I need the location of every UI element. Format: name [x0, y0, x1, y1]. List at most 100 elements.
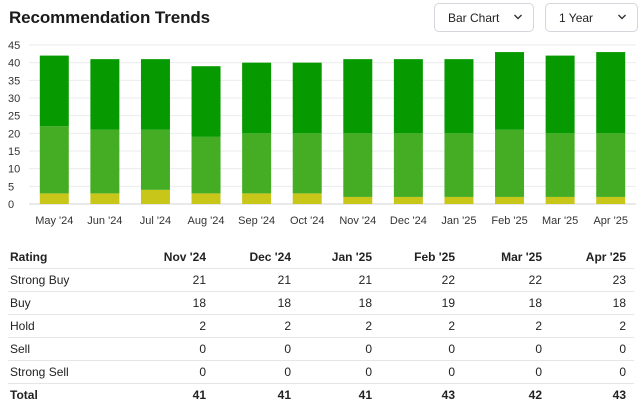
bar-segment-hold [393, 196, 423, 204]
row-label: Hold [10, 319, 35, 333]
header: Recommendation Trends Bar Chart 1 Year [0, 0, 640, 38]
table-cell: 0 [535, 365, 542, 379]
table-row: Buy 18 18 18 19 18 18 [8, 292, 634, 315]
bar-segment-hold [343, 196, 373, 204]
bar-segment-buy [343, 133, 373, 197]
page-title: Recommendation Trends [9, 8, 210, 27]
bar-segment-hold [191, 193, 221, 204]
row-label: Total [10, 388, 38, 402]
bar-segment-hold [444, 196, 474, 204]
column-header: Dec '24 [249, 250, 291, 264]
bar-segment-hold [242, 193, 272, 204]
x-tick-label: Mar '25 [542, 215, 578, 227]
table-cell: 18 [358, 296, 372, 310]
bar-segment-hold [292, 193, 322, 204]
chart-type-dropdown[interactable]: Bar Chart [434, 3, 534, 32]
table-cell: 23 [612, 273, 626, 287]
x-tick-label: Apr '25 [593, 215, 628, 227]
table-cell: 0 [448, 342, 455, 356]
table-cell: 41 [192, 388, 206, 402]
table-cell: 0 [365, 365, 372, 379]
y-tick-label: 25 [8, 111, 20, 123]
y-tick-label: 30 [8, 93, 20, 105]
recommendation-bar-chart: 0 5 10 15 20 25 30 35 40 45 May '24 Jun '24 Jul '24 A… [8, 40, 636, 227]
bar-segment-hold [140, 189, 170, 204]
y-tick-label: 40 [8, 58, 20, 70]
x-tick-label: Aug '24 [188, 215, 225, 227]
table-cell: 43 [441, 388, 455, 402]
bar-segment-strong-buy [545, 55, 575, 134]
row-label: Sell [10, 342, 31, 356]
bar-segment-strong-buy [596, 52, 626, 134]
table-row: Sell 0 0 0 0 0 0 [8, 338, 634, 361]
bar-segment-strong-buy [495, 52, 525, 130]
bar-segment-buy [39, 126, 69, 194]
recommendation-table: Rating Nov '24 Dec '24 Jan '25 Feb '25 M… [8, 246, 634, 407]
bar-segment-strong-buy [90, 59, 120, 130]
table-cell: 0 [619, 365, 626, 379]
bar-segment-buy [292, 133, 322, 194]
table-cell: 22 [441, 273, 455, 287]
bar-segment-hold [495, 196, 525, 204]
row-label: Buy [10, 296, 31, 310]
column-header: Feb '25 [414, 250, 455, 264]
bar-segment-strong-buy [242, 62, 272, 134]
x-tick-label: Jul '24 [140, 215, 171, 227]
y-tick-label: 45 [8, 40, 20, 52]
x-tick-label: Jun '24 [87, 215, 122, 227]
chevron-down-icon [618, 14, 626, 20]
table-cell: 21 [277, 273, 291, 287]
bar-segment-strong-buy [292, 62, 322, 134]
table-cell: 0 [535, 342, 542, 356]
x-tick-label: Sep '24 [238, 215, 275, 227]
y-tick-label: 5 [8, 181, 14, 193]
table-cell: 18 [612, 296, 626, 310]
x-tick-label: Jan '25 [441, 215, 476, 227]
column-header: Nov '24 [163, 250, 206, 264]
column-header: Mar '25 [501, 250, 542, 264]
table-cell: 18 [192, 296, 206, 310]
table-header-row: Rating Nov '24 Dec '24 Jan '25 Feb '25 M… [8, 246, 634, 269]
table-cell: 0 [619, 342, 626, 356]
table-cell: 2 [365, 319, 372, 333]
table-cell: 41 [277, 388, 291, 402]
table-cell: 43 [612, 388, 626, 402]
table-cell: 22 [528, 273, 542, 287]
bar-segment-strong-buy [343, 59, 373, 134]
chart-type-label: Bar Chart [448, 10, 500, 25]
table-cell: 2 [448, 319, 455, 333]
table-cell: 2 [535, 319, 542, 333]
bar-segment-strong-buy [444, 59, 474, 134]
bar-segment-buy [596, 133, 626, 197]
table-cell: 0 [448, 365, 455, 379]
table-cell: 0 [365, 342, 372, 356]
y-tick-label: 35 [8, 75, 20, 87]
x-tick-label: Feb '25 [491, 215, 527, 227]
bar-segment-buy [191, 136, 221, 194]
table-cell: 2 [284, 319, 291, 333]
bar-segment-buy [90, 129, 120, 194]
x-tick-label: Dec '24 [390, 215, 427, 227]
chevron-down-icon [514, 14, 522, 20]
bar-segment-buy [242, 133, 272, 194]
y-tick-label: 0 [8, 199, 14, 211]
bar-segment-buy [495, 129, 525, 197]
time-range-dropdown[interactable]: 1 Year [545, 3, 638, 32]
bar-segment-hold [90, 193, 120, 204]
table-cell: 41 [358, 388, 372, 402]
table-cell: 2 [619, 319, 626, 333]
table-cell: 0 [284, 365, 291, 379]
x-tick-label: Nov '24 [339, 215, 376, 227]
table-cell: 0 [284, 342, 291, 356]
x-tick-label: Oct '24 [290, 215, 325, 227]
table-row: Strong Buy 21 21 21 22 22 23 [8, 269, 634, 292]
bar-segment-strong-buy [140, 59, 170, 130]
bar-segment-hold [545, 196, 575, 204]
time-range-label: 1 Year [559, 10, 594, 25]
table-cell: 0 [199, 365, 206, 379]
table-cell: 42 [528, 388, 542, 402]
column-header: Apr '25 [585, 250, 626, 264]
table-cell: 21 [192, 273, 206, 287]
bar-segment-hold [596, 196, 626, 204]
bar-segment-buy [444, 133, 474, 197]
